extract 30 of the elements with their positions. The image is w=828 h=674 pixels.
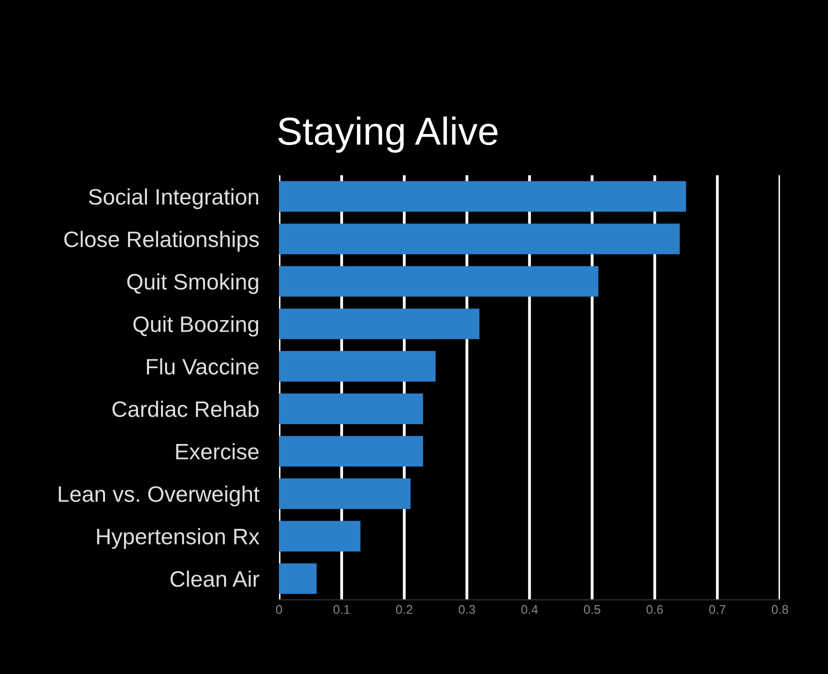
bar [279,351,436,382]
x-tick-label: 0.7 [709,605,726,614]
bar [279,478,411,509]
bar [279,308,480,340]
y-tick-label: Hypertension Rx [97,528,260,549]
y-tick-label: Social Integration [88,188,258,210]
x-tick-label: 0.3 [458,605,476,614]
x-tick-label: 0 [276,605,282,614]
y-tick-label: Lean vs. Overweight [58,486,260,506]
y-tick-label: Cardiac Rehab [112,400,259,418]
y-tick-label: Quit Smoking [127,273,258,294]
x-tick-label: 0.6 [646,605,663,614]
y-tick-label: Clean Air [170,570,260,587]
x-tick-label: 0.8 [772,605,788,614]
x-tick-label: 0.2 [396,605,412,614]
bar [279,266,598,297]
y-tick-label: Quit Boozing [133,316,258,337]
bar [279,436,424,467]
y-tick-label: Flu Vaccine [146,358,259,375]
chart-title: Staying Alive [278,116,498,153]
bar [279,393,424,424]
y-tick-label: Close Relationships [64,230,259,252]
x-tick-label: 0.1 [333,605,350,614]
bar [279,520,360,552]
x-tick-label: 0.4 [521,605,538,614]
bar [279,181,686,212]
bar [279,563,317,594]
x-tick-label: 0.5 [584,605,600,614]
bar [279,224,680,254]
y-tick-label: Exercise [176,443,259,460]
